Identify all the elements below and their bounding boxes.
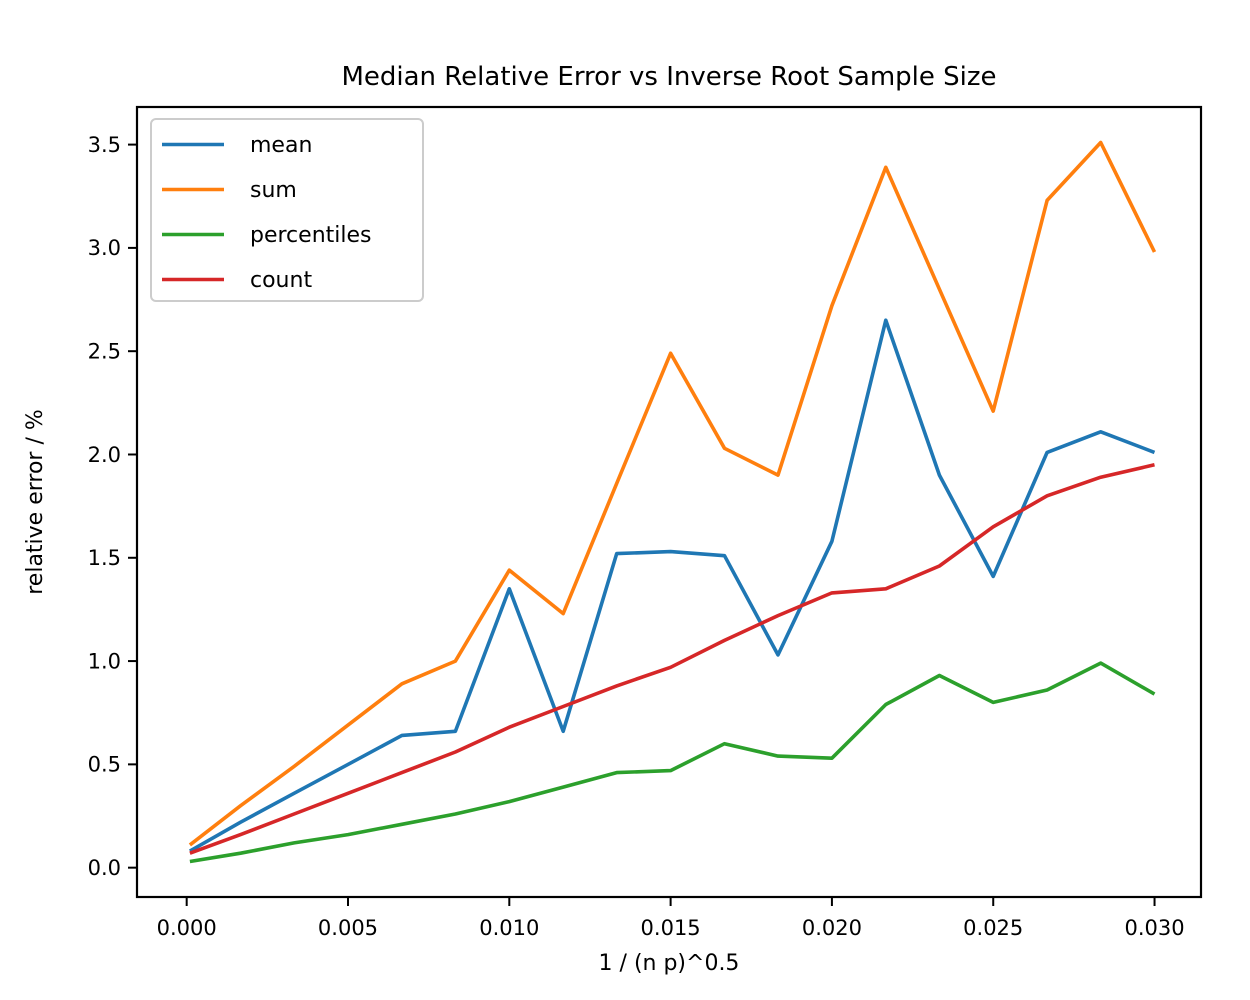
x-tick-label: 0.010 <box>479 916 539 940</box>
y-tick-label: 0.0 <box>88 856 121 880</box>
y-tick-label: 3.5 <box>88 133 121 157</box>
y-tick-label: 2.0 <box>88 443 121 467</box>
series-line-percentiles <box>189 661 1156 864</box>
legend-label-sum: sum <box>250 178 297 203</box>
legend-label-percentiles: percentiles <box>250 223 371 248</box>
x-tick-label: 0.020 <box>802 916 862 940</box>
plot-area-border <box>135 105 1203 899</box>
y-tick-label: 3.0 <box>88 236 121 260</box>
x-axis-label: 1 / (n p)^0.5 <box>599 951 740 976</box>
x-tick-label: 0.030 <box>1124 916 1184 940</box>
legend-label-mean: mean <box>250 133 312 158</box>
y-tick-label: 1.5 <box>88 546 121 570</box>
series-line-mean <box>189 318 1156 853</box>
series-line-sum <box>188 140 1157 847</box>
x-tick-label: 0.000 <box>157 916 217 940</box>
y-tick-label: 0.5 <box>88 753 121 777</box>
y-axis-label: relative error / % <box>23 409 48 595</box>
legend-box <box>150 118 424 302</box>
y-tick-label: 2.5 <box>88 340 121 364</box>
series-layer <box>188 140 1157 864</box>
series-line-count <box>189 463 1155 855</box>
legend: mean sum percentiles count <box>150 118 424 302</box>
x-tick-label: 0.025 <box>963 916 1023 940</box>
y-tick-label: 1.0 <box>88 649 121 673</box>
x-tick-label: 0.005 <box>318 916 378 940</box>
legend-label-count: count <box>250 268 312 293</box>
axes-layer: 0.000 0.005 0.010 0.015 0.020 0.025 0.030 0.0 0.… <box>88 105 1203 940</box>
chart-title: Median Relative Error vs Inverse Root Sa… <box>341 62 996 92</box>
x-tick-label: 0.015 <box>641 916 701 940</box>
